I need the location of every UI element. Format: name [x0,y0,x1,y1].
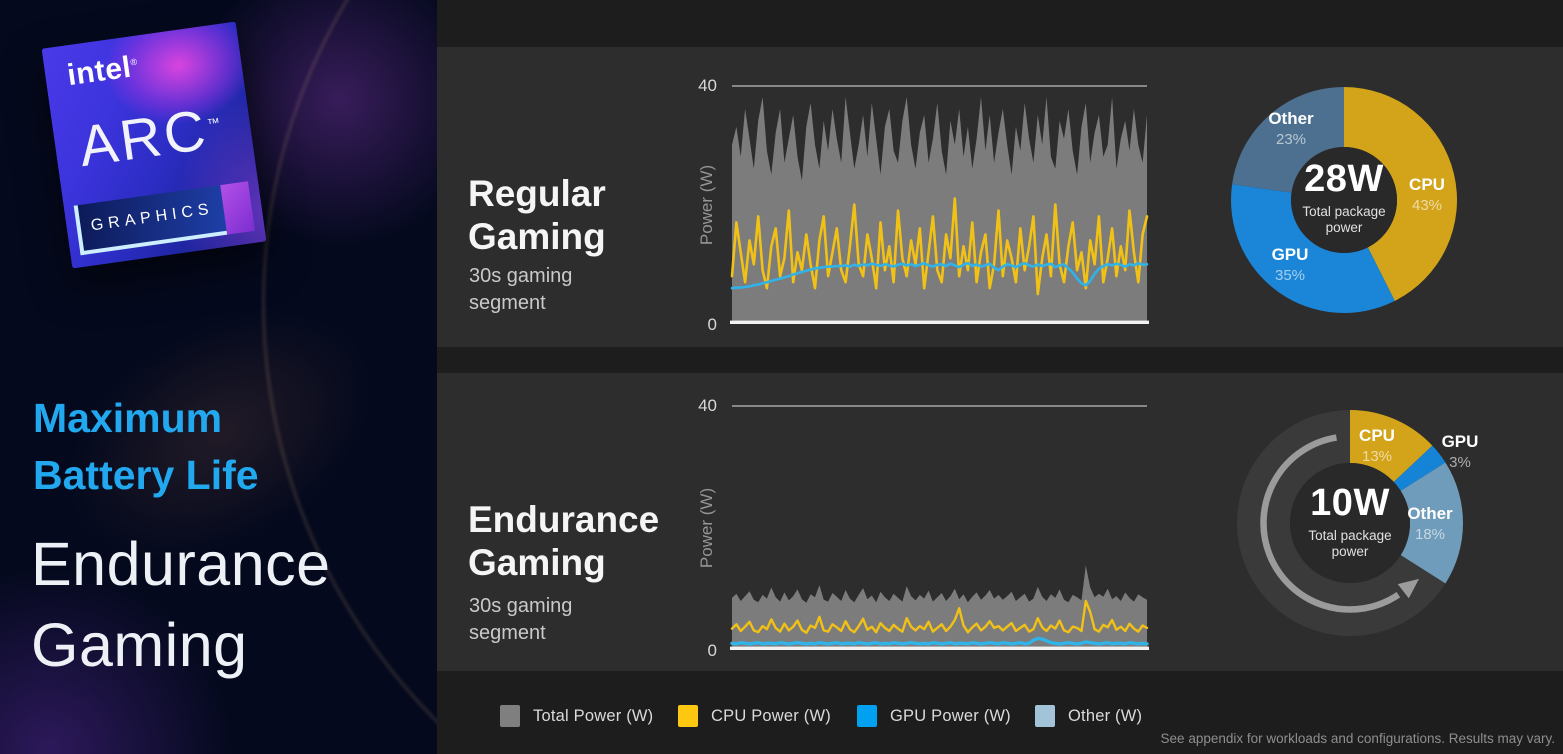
legend-item-other: Other (W) [1035,705,1142,727]
panel-caption-regular: 30s gaming segment [469,265,573,314]
other-power-swatch [1035,705,1055,727]
donut-center-endurance: 10W Total package power [1294,482,1406,560]
endurance-power-donut-chart [1230,403,1470,643]
trademark-mark: ™ [205,114,221,132]
ytick-0: 0 [707,641,717,660]
panel-caption-endurance: 30s gaming segment [469,595,573,644]
charts-area: Regular Gaming 30s gaming segment 40 0 P… [437,0,1563,754]
donut-label-gpu: GPU 35% [1271,245,1309,284]
ytick-40: 40 [698,76,717,95]
regular-trace-svg [730,85,1149,324]
regular-donut-svg [1231,87,1457,313]
intel-arc-graphics-badge: intel® ARC™ GRAPHICS [41,21,267,269]
graphics-band-main: GRAPHICS [73,185,228,256]
graphics-band-accent [220,181,255,235]
nebula-glow-bottom [0,550,250,754]
legend-item-gpu: GPU Power (W) [857,705,1011,727]
panel-title-endurance: Endurance Gaming [468,498,660,583]
ytick-0: 0 [707,315,717,334]
graphics-band: GRAPHICS [73,181,255,256]
total-package-power-label: Total package power [1302,204,1386,235]
brand-sidebar: intel® ARC™ GRAPHICS Maximum Battery Lif… [0,0,437,754]
donut-label-cpu: CPU 13% [1359,426,1395,465]
disclaimer: See appendix for workloads and configura… [1160,731,1555,746]
endurance-gaming-panel: Endurance Gaming 30s gaming segment 40 0… [437,373,1563,671]
legend-item-total: Total Power (W) [500,705,653,727]
endurance-donut-svg [1237,410,1463,636]
donut-label-cpu: CPU 43% [1409,175,1445,214]
total-power-swatch [500,705,520,727]
y-axis-label: Power (W) [697,164,716,246]
intel-logo: intel® [65,50,139,93]
subheadline-line2: Gaming [31,611,248,679]
subheadline-line1: Endurance [31,530,331,598]
headline-line1: Maximum [33,395,223,441]
donut-label-gpu: GPU 3% [1441,432,1479,471]
headline-line2: Battery Life [33,452,259,498]
panel-title-regular: Regular Gaming [468,172,606,257]
ytick-40: 40 [698,396,717,415]
y-axis-label: Power (W) [697,487,716,569]
regular-power-trace-chart [730,85,1149,324]
graphics-label: GRAPHICS [89,200,215,235]
donut-label-other: Other 23% [1268,109,1314,148]
gpu-power-swatch [857,705,877,727]
donut-center-regular: 28W Total package power [1288,158,1400,236]
endurance-power-trace-chart [730,405,1149,650]
regular-gaming-panel: Regular Gaming 30s gaming segment 40 0 P… [437,47,1563,347]
donut-label-other: Other 18% [1407,504,1453,543]
cpu-power-swatch [678,705,698,727]
registered-mark: ® [129,56,139,68]
legend-item-cpu: CPU Power (W) [678,705,831,727]
arc-logo: ARC™ [75,97,221,180]
regular-power-donut-chart [1224,80,1464,320]
headline: Maximum Battery Life [33,390,259,504]
total-package-power-value: 10W [1310,482,1390,524]
total-package-power-value: 28W [1304,158,1384,200]
endurance-trace-svg [730,405,1149,650]
subheadline: Endurance Gaming [31,524,331,686]
total-package-power-label: Total package power [1308,528,1392,559]
